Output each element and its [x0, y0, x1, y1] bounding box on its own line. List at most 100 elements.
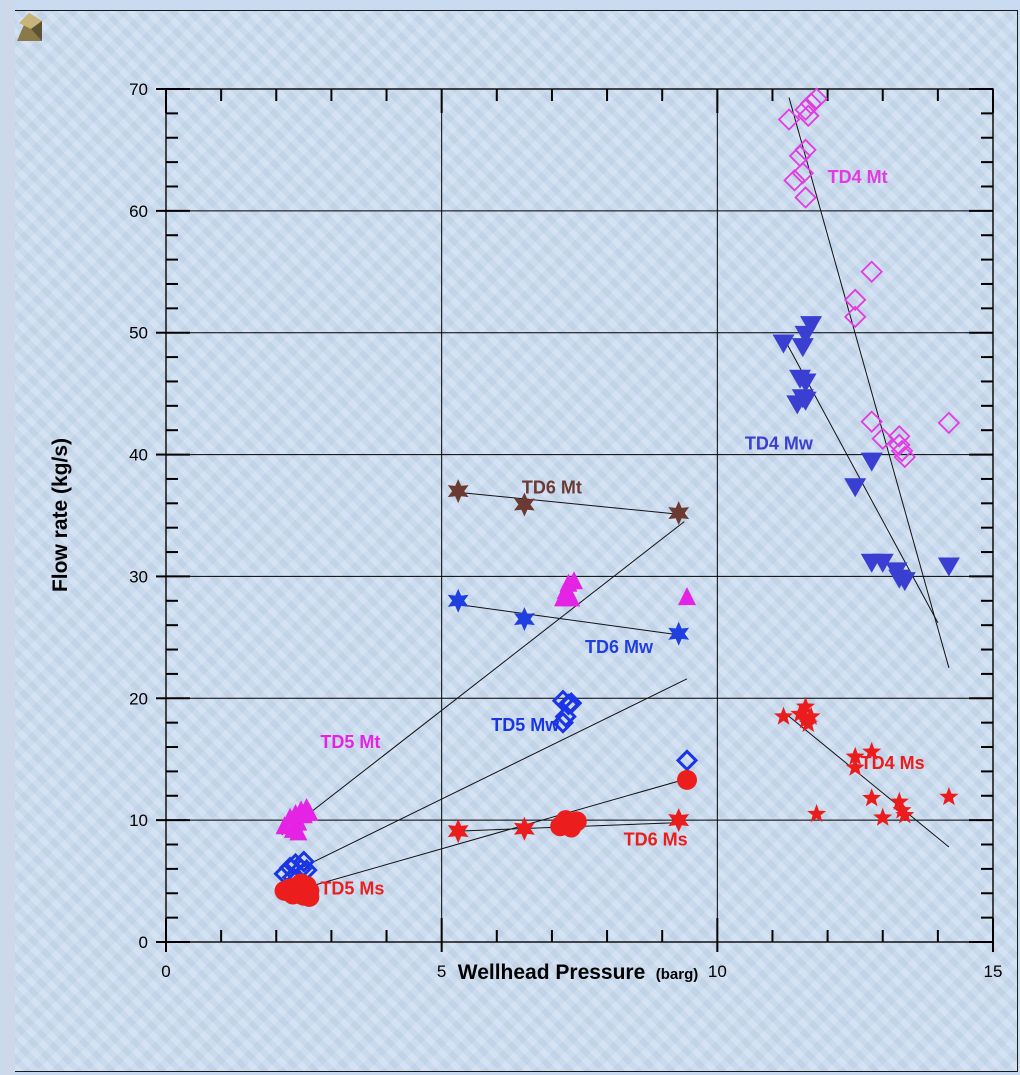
- y-tick-label: 70: [129, 80, 148, 99]
- point-td4-ms: [845, 757, 865, 776]
- point-td5-mt: [289, 822, 308, 841]
- point-td4-mt: [777, 108, 801, 131]
- trend-line: [785, 713, 950, 848]
- data-points: [273, 87, 961, 907]
- point-td4-mt: [794, 186, 817, 209]
- point-td4-ms: [889, 791, 909, 810]
- point-td6-mw: [668, 621, 690, 646]
- label-td4-mt: TD4 Mt: [828, 167, 888, 187]
- y-axis-label: Flow rate (kg/s): [49, 438, 72, 592]
- point-td4-ms: [862, 741, 882, 760]
- point-td6-mt: [447, 479, 469, 504]
- point-td4-ms: [807, 804, 827, 823]
- point-td4-mt: [893, 445, 917, 469]
- point-td5-mt: [678, 587, 697, 606]
- point-td4-mw: [937, 557, 960, 577]
- point-td4-mw: [871, 553, 894, 573]
- x-tick-labels: 0 5 10 15: [161, 962, 1002, 981]
- point-td4-ms: [939, 787, 959, 806]
- point-td4-mt: [805, 87, 828, 111]
- point-td4-ms: [845, 746, 865, 765]
- y-tick-label: 30: [129, 567, 148, 586]
- point-td4-ms: [892, 800, 912, 819]
- point-td6-ms: [514, 816, 535, 841]
- series-labels: TD4 Mt TD4 Mw TD4 Ms TD6 Mt TD6 Mw TD6 Ms TD5 …: [320, 167, 924, 899]
- axis-ticks: [156, 88, 994, 952]
- point-td4-mt: [794, 138, 817, 162]
- point-td5-ms: [299, 886, 320, 907]
- x-axis-label: Wellhead Pressure (barg): [458, 961, 699, 984]
- point-td4-ms: [774, 706, 793, 725]
- point-td4-mw: [794, 373, 817, 393]
- point-td4-mt: [890, 439, 914, 463]
- trend-line: [788, 97, 950, 668]
- point-td4-ms: [862, 788, 882, 807]
- point-td4-mw: [772, 334, 795, 354]
- point-td4-mt: [843, 288, 867, 312]
- point-td4-ms: [798, 713, 818, 732]
- y-tick-label: 50: [129, 324, 148, 343]
- point-td4-ms: [895, 805, 915, 824]
- point-td4-mt: [888, 425, 911, 448]
- point-td4-mt: [799, 92, 823, 115]
- label-td6-mw: TD6 Mw: [585, 637, 654, 657]
- point-td4-ms: [873, 807, 893, 826]
- trend-lines: [281, 97, 950, 895]
- x-tick-label: 5: [437, 962, 446, 981]
- point-td4-mt: [888, 433, 911, 457]
- point-td4-mw: [800, 316, 823, 336]
- trend-line: [458, 603, 679, 636]
- label-td6-ms: TD6 Ms: [624, 830, 688, 850]
- point-td5-mt: [562, 588, 581, 607]
- point-td5-mw: [560, 692, 583, 715]
- point-td6-ms: [668, 808, 690, 833]
- point-td4-mt: [937, 411, 961, 435]
- corner-logo-icon: [17, 13, 42, 41]
- y-tick-label: 10: [129, 811, 148, 830]
- label-td5-mw: TD5 Mw: [491, 715, 560, 735]
- point-td4-mt: [860, 410, 883, 433]
- point-td6-mw: [514, 607, 535, 632]
- trend-line: [281, 678, 688, 878]
- y-tick-labels: 0 10 20 30 40 50 60 70: [129, 80, 148, 952]
- point-td4-mt: [791, 161, 815, 185]
- point-td4-mt: [794, 98, 817, 121]
- trend-line: [281, 521, 685, 836]
- trend-line: [458, 491, 679, 515]
- point-td4-mw: [844, 478, 867, 498]
- point-td4-mw: [791, 338, 814, 358]
- point-td4-ms: [790, 704, 810, 723]
- label-td5-mt: TD5 Mt: [320, 732, 380, 752]
- point-td6-mt: [668, 501, 690, 526]
- y-tick-label: 40: [129, 446, 148, 465]
- x-tick-label: 15: [984, 962, 1003, 981]
- x-tick-label: 0: [161, 962, 170, 981]
- point-td4-mt: [860, 260, 883, 284]
- x-axis-label-main: Wellhead Pressure: [458, 961, 646, 984]
- point-td5-mw: [551, 711, 575, 734]
- point-td5-ms: [677, 769, 698, 790]
- label-td4-mw: TD4 Mw: [745, 434, 814, 454]
- label-td5-ms: TD5 Ms: [320, 878, 384, 898]
- point-td6-ms: [447, 819, 469, 844]
- point-td4-mt: [843, 305, 867, 329]
- plot-area: [165, 88, 994, 943]
- label-td6-mt: TD6 Mt: [522, 478, 582, 498]
- point-td5-mw: [292, 850, 315, 873]
- point-td4-mt: [783, 169, 806, 192]
- x-axis-label-unit: (barg): [656, 966, 699, 983]
- y-tick-label: 20: [129, 689, 148, 708]
- point-td4-mw: [860, 452, 883, 472]
- point-td4-mt: [797, 104, 820, 128]
- point-td5-ms: [566, 811, 587, 832]
- x-tick-label: 10: [708, 962, 727, 981]
- point-td4-mw: [794, 391, 817, 411]
- point-td5-mw: [675, 749, 699, 772]
- point-td6-mw: [447, 588, 469, 613]
- point-td4-ms: [801, 706, 821, 725]
- point-td4-mw: [893, 572, 916, 592]
- point-td4-ms: [796, 710, 816, 729]
- label-td4-ms: TD4 Ms: [861, 753, 925, 773]
